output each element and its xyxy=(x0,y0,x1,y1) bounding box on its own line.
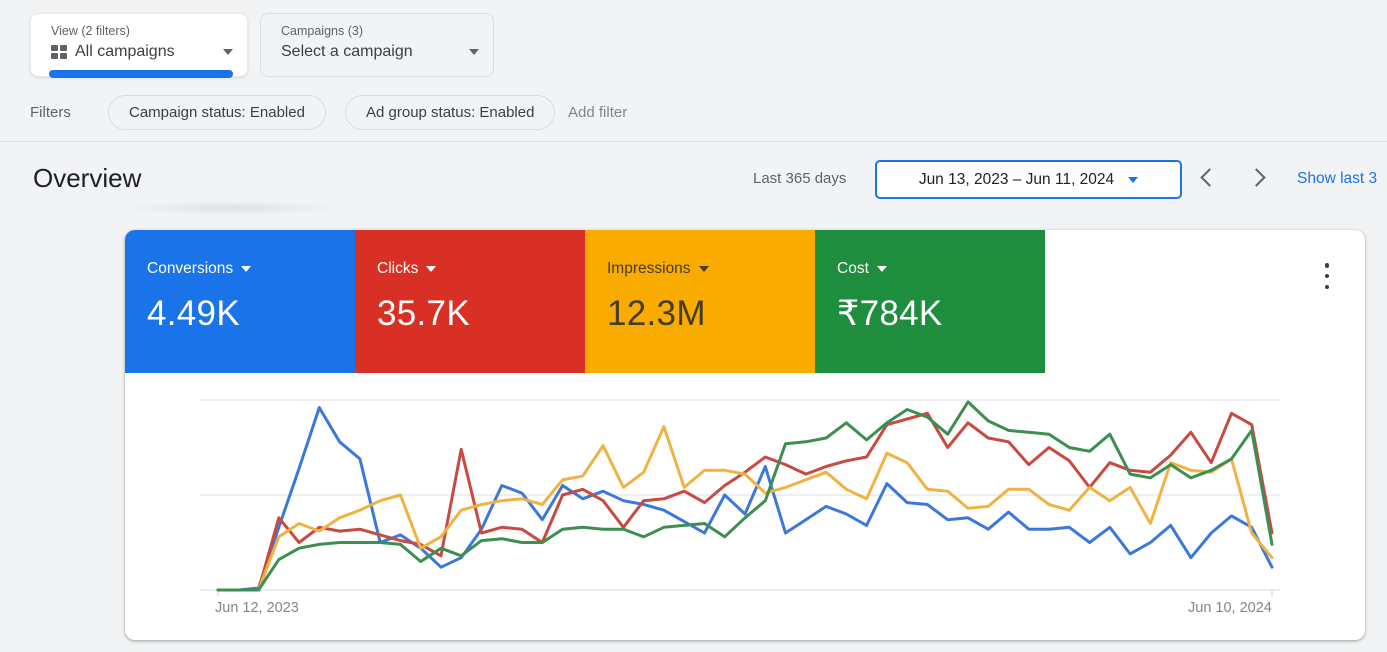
metric-label: Impressions xyxy=(607,260,691,277)
chevron-down-icon xyxy=(241,266,252,272)
metric-value: 35.7K xyxy=(377,294,470,333)
campaigns-grid-icon xyxy=(51,44,67,60)
chevron-down-icon xyxy=(876,266,887,272)
page-title: Overview xyxy=(33,163,142,193)
next-period-chevron-icon[interactable] xyxy=(1247,168,1266,187)
metric-card-impressions[interactable]: Impressions 12.3M xyxy=(585,230,815,373)
metric-card-conversions[interactable]: Conversions 4.49K xyxy=(125,230,355,373)
overview-chart xyxy=(200,395,1280,600)
hidden-card-edge xyxy=(128,201,338,215)
chevron-down-icon xyxy=(426,266,437,272)
metric-label: Clicks xyxy=(377,260,419,277)
overview-card: Conversions 4.49K Clicks 35.7K Impressio… xyxy=(125,230,1365,640)
x-axis-end-label: Jun 10, 2024 xyxy=(1188,600,1272,616)
chevron-down-icon xyxy=(698,266,709,272)
metric-value: 12.3M xyxy=(607,294,706,333)
metric-card-cost[interactable]: Cost ₹784K xyxy=(815,230,1045,373)
chevron-down-icon xyxy=(1128,176,1139,183)
view-selector-dropdown[interactable]: View (2 filters) All campaigns xyxy=(30,13,248,78)
date-range-label: Last 365 days xyxy=(753,170,847,187)
selected-view-underline xyxy=(49,70,233,78)
campaign-selector-dropdown[interactable]: Campaigns (3) Select a campaign xyxy=(260,13,494,77)
view-selector-value: All campaigns xyxy=(75,43,175,60)
card-options-kebab-icon[interactable] xyxy=(1319,263,1335,289)
filters-label: Filters xyxy=(30,104,71,121)
show-last-link[interactable]: Show last 3 xyxy=(1297,170,1378,187)
metric-value: ₹784K xyxy=(837,294,943,333)
chevron-down-icon xyxy=(223,49,233,55)
section-divider xyxy=(0,141,1387,142)
previous-period-chevron-icon[interactable] xyxy=(1200,168,1219,187)
metric-label: Conversions xyxy=(147,260,234,277)
view-selector-label: View (2 filters) xyxy=(51,24,130,38)
metric-value: 4.49K xyxy=(147,294,240,333)
campaign-selector-label: Campaigns (3) xyxy=(281,24,363,38)
metric-strip: Conversions 4.49K Clicks 35.7K Impressio… xyxy=(125,230,1045,373)
date-range-picker[interactable]: Jun 13, 2023 – Jun 11, 2024 xyxy=(875,160,1182,199)
x-axis-start-label: Jun 12, 2023 xyxy=(215,600,299,616)
timeseries-chart-svg xyxy=(200,399,1280,596)
metric-label: Cost xyxy=(837,260,869,277)
chart-line-impressions xyxy=(216,425,1274,592)
filter-chip-campaign-status[interactable]: Campaign status: Enabled xyxy=(108,95,326,130)
campaign-selector-value: Select a campaign xyxy=(281,43,413,60)
filter-chip-adgroup-status[interactable]: Ad group status: Enabled xyxy=(345,95,556,130)
chart-line-cost xyxy=(216,400,1274,592)
add-filter-button[interactable]: Add filter xyxy=(568,104,628,121)
chevron-down-icon xyxy=(469,49,479,55)
chart-line-clicks xyxy=(216,411,1274,592)
date-range-value: Jun 13, 2023 – Jun 11, 2024 xyxy=(918,170,1115,188)
metric-card-clicks[interactable]: Clicks 35.7K xyxy=(355,230,585,373)
